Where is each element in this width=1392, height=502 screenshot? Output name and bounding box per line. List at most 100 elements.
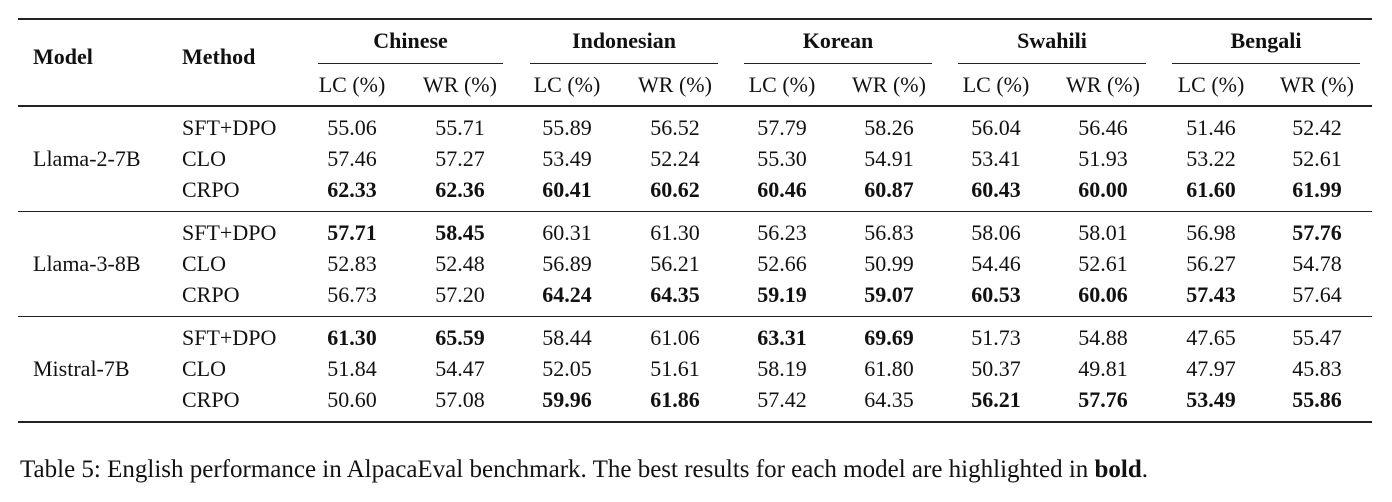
method-cell: SFT+DPO bbox=[182, 220, 277, 245]
value-cell: 52.24 bbox=[650, 146, 700, 171]
value-cell: 50.37 bbox=[971, 356, 1021, 381]
value-cell: 52.61 bbox=[1292, 146, 1342, 171]
value-cell: 56.98 bbox=[1186, 220, 1236, 245]
value-cell: 56.04 bbox=[971, 115, 1021, 140]
value-cell: 54.46 bbox=[971, 251, 1021, 276]
method-cell: CRPO bbox=[182, 177, 240, 202]
value-cell: 62.33 bbox=[327, 177, 377, 202]
value-cell: 61.06 bbox=[650, 325, 700, 350]
value-cell: 60.62 bbox=[650, 177, 700, 202]
column-header: LC (%) bbox=[318, 72, 386, 97]
value-cell: 60.06 bbox=[1078, 282, 1128, 307]
value-cell: 47.65 bbox=[1186, 325, 1236, 350]
caption-text: Table 5: English performance in AlpacaEv… bbox=[20, 456, 1095, 483]
group-header: Indonesian bbox=[572, 28, 676, 53]
value-cell: 57.76 bbox=[1078, 387, 1128, 412]
column-header: WR (%) bbox=[638, 72, 712, 97]
group-header: Swahili bbox=[1017, 28, 1087, 53]
value-cell: 56.89 bbox=[542, 251, 592, 276]
value-cell: 47.97 bbox=[1186, 356, 1236, 381]
value-cell: 57.46 bbox=[327, 146, 377, 171]
value-cell: 54.78 bbox=[1292, 251, 1342, 276]
value-cell: 63.31 bbox=[757, 325, 807, 350]
value-cell: 57.79 bbox=[757, 115, 807, 140]
rule bbox=[18, 316, 1372, 318]
method-cell: CLO bbox=[182, 251, 226, 276]
value-cell: 60.43 bbox=[971, 177, 1021, 202]
rule bbox=[530, 63, 718, 64]
model-cell: Mistral-7B bbox=[33, 356, 130, 381]
value-cell: 57.64 bbox=[1292, 282, 1342, 307]
value-cell: 53.22 bbox=[1186, 146, 1236, 171]
value-cell: 51.73 bbox=[971, 325, 1021, 350]
value-cell: 54.91 bbox=[864, 146, 914, 171]
value-cell: 61.80 bbox=[864, 356, 914, 381]
value-cell: 61.99 bbox=[1292, 177, 1342, 202]
value-cell: 51.84 bbox=[327, 356, 377, 381]
value-cell: 56.27 bbox=[1186, 251, 1236, 276]
method-cell: CRPO bbox=[182, 387, 240, 412]
value-cell: 57.20 bbox=[435, 282, 485, 307]
value-cell: 51.61 bbox=[650, 356, 700, 381]
method-cell: CLO bbox=[182, 146, 226, 171]
value-cell: 60.31 bbox=[542, 220, 592, 245]
rule bbox=[18, 105, 1372, 107]
value-cell: 54.47 bbox=[435, 356, 485, 381]
column-header: LC (%) bbox=[962, 72, 1030, 97]
value-cell: 62.36 bbox=[435, 177, 485, 202]
value-cell: 64.35 bbox=[650, 282, 700, 307]
value-cell: 55.47 bbox=[1292, 325, 1342, 350]
value-cell: 61.30 bbox=[327, 325, 377, 350]
value-cell: 57.42 bbox=[757, 387, 807, 412]
value-cell: 45.83 bbox=[1292, 356, 1342, 381]
value-cell: 60.46 bbox=[757, 177, 807, 202]
value-cell: 65.59 bbox=[435, 325, 485, 350]
value-cell: 54.88 bbox=[1078, 325, 1128, 350]
method-cell: CRPO bbox=[182, 282, 240, 307]
group-header: Chinese bbox=[373, 28, 448, 53]
value-cell: 58.26 bbox=[864, 115, 914, 140]
value-cell: 60.00 bbox=[1078, 177, 1128, 202]
group-header: Korean bbox=[802, 28, 874, 53]
group-header: Bengali bbox=[1230, 28, 1302, 53]
value-cell: 55.89 bbox=[542, 115, 592, 140]
value-cell: 61.86 bbox=[650, 387, 700, 412]
column-header: WR (%) bbox=[1280, 72, 1354, 97]
column-header: LC (%) bbox=[533, 72, 601, 97]
value-cell: 57.71 bbox=[327, 220, 377, 245]
value-cell: 52.66 bbox=[757, 251, 807, 276]
value-cell: 57.43 bbox=[1186, 282, 1236, 307]
value-cell: 55.86 bbox=[1292, 387, 1342, 412]
value-cell: 57.76 bbox=[1292, 220, 1342, 245]
value-cell: 58.06 bbox=[971, 220, 1021, 245]
value-cell: 49.81 bbox=[1078, 356, 1128, 381]
value-cell: 53.41 bbox=[971, 146, 1021, 171]
header-cell: Method bbox=[182, 44, 256, 69]
value-cell: 60.53 bbox=[971, 282, 1021, 307]
value-cell: 58.45 bbox=[435, 220, 485, 245]
value-cell: 59.96 bbox=[542, 387, 592, 412]
value-cell: 60.87 bbox=[864, 177, 914, 202]
value-cell: 55.71 bbox=[435, 115, 485, 140]
value-cell: 56.21 bbox=[971, 387, 1021, 412]
rule bbox=[1172, 63, 1360, 64]
value-cell: 57.27 bbox=[435, 146, 485, 171]
value-cell: 52.42 bbox=[1292, 115, 1342, 140]
model-cell: Llama-3-8B bbox=[33, 251, 141, 276]
value-cell: 61.60 bbox=[1186, 177, 1236, 202]
value-cell: 53.49 bbox=[542, 146, 592, 171]
value-cell: 59.19 bbox=[757, 282, 807, 307]
value-cell: 69.69 bbox=[864, 325, 914, 350]
value-cell: 58.01 bbox=[1078, 220, 1128, 245]
value-cell: 51.93 bbox=[1078, 146, 1128, 171]
rule bbox=[18, 18, 1372, 20]
value-cell: 56.46 bbox=[1078, 115, 1128, 140]
value-cell: 53.49 bbox=[1186, 387, 1236, 412]
method-cell: SFT+DPO bbox=[182, 115, 277, 140]
caption-text: bold bbox=[1094, 456, 1142, 483]
value-cell: 58.19 bbox=[757, 356, 807, 381]
value-cell: 52.05 bbox=[542, 356, 592, 381]
value-cell: 57.08 bbox=[435, 387, 485, 412]
value-cell: 56.23 bbox=[757, 220, 807, 245]
value-cell: 56.73 bbox=[327, 282, 377, 307]
